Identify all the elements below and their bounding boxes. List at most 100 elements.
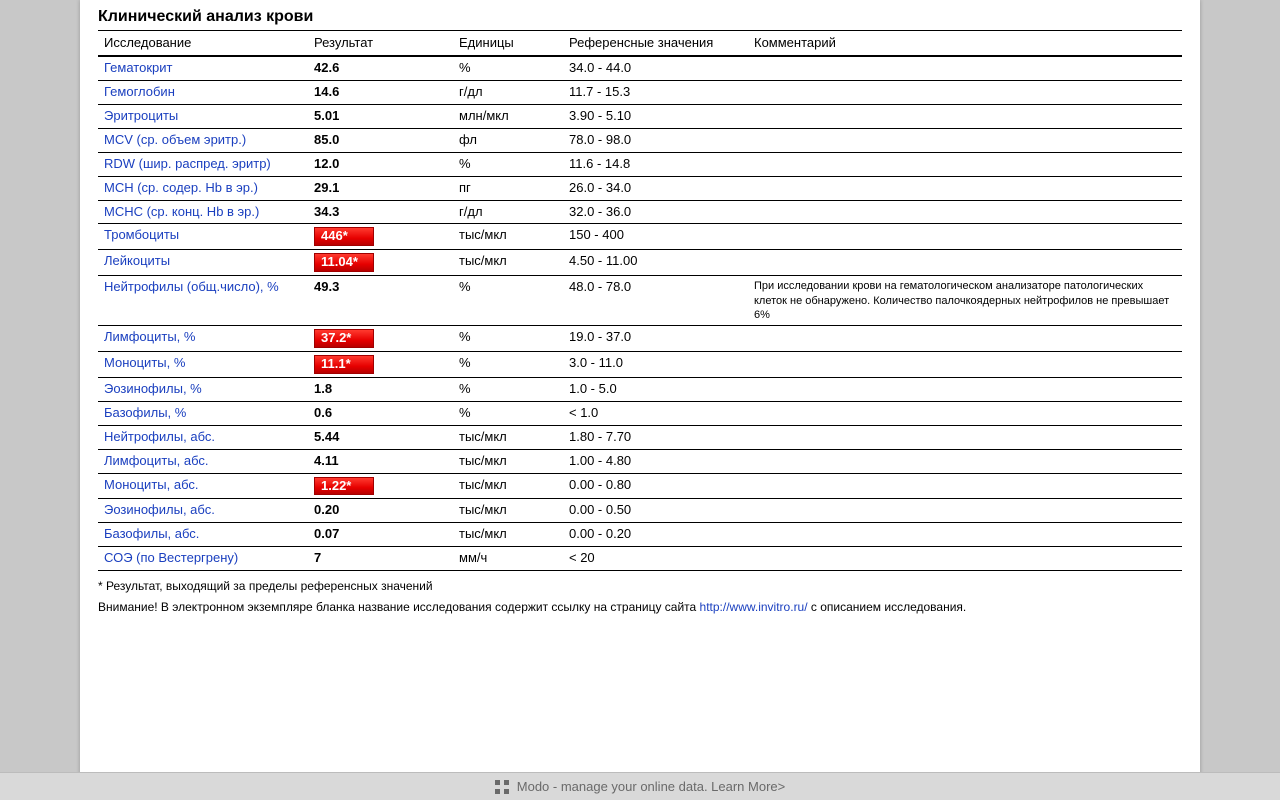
table-row: Моноциты, % 11.1*%3.0 - 11.0 <box>98 352 1182 378</box>
test-link[interactable]: СОЭ (по Вестергрену) <box>104 550 238 565</box>
result-cell: 5.44 <box>308 425 453 449</box>
result-flag: 11.1* <box>314 355 374 374</box>
table-row: Нейтрофилы (общ.число), %49.3%48.0 - 78.… <box>98 276 1182 326</box>
test-link[interactable]: Эозинофилы, абс. <box>104 502 215 517</box>
comment-cell <box>748 352 1182 378</box>
test-link[interactable]: Нейтрофилы, абс. <box>104 429 215 444</box>
result-cell: 11.1* <box>308 352 453 378</box>
test-link[interactable]: Тромбоциты <box>104 227 179 242</box>
reference-cell: 3.0 - 11.0 <box>563 352 748 378</box>
lab-table: Исследование Результат Единицы Референсн… <box>98 30 1182 571</box>
result-cell: 34.3 <box>308 200 453 224</box>
test-link[interactable]: Эритроциты <box>104 108 178 123</box>
bottom-bar-text[interactable]: Modo - manage your online data. Learn Mo… <box>517 779 785 794</box>
comment-cell <box>748 401 1182 425</box>
report-title: Клинический анализ крови <box>98 8 1182 26</box>
units-cell: % <box>453 276 563 326</box>
notice-prefix: Внимание! В электронном экземпляре бланк… <box>98 600 700 614</box>
units-cell: г/дл <box>453 200 563 224</box>
table-row: MCH (ср. содер. Hb в эр.)29.1пг26.0 - 34… <box>98 176 1182 200</box>
comment-cell <box>748 105 1182 129</box>
reference-cell: 11.6 - 14.8 <box>563 152 748 176</box>
comment-cell <box>748 547 1182 571</box>
test-link[interactable]: Моноциты, абс. <box>104 477 199 492</box>
test-name-cell: Лимфоциты, абс. <box>98 449 308 473</box>
test-link[interactable]: Гемоглобин <box>104 84 175 99</box>
comment-cell <box>748 473 1182 499</box>
units-cell: млн/мкл <box>453 105 563 129</box>
comment-cell: При исследовании крови на гематологическ… <box>748 276 1182 326</box>
reference-cell: < 1.0 <box>563 401 748 425</box>
reference-cell: 1.0 - 5.0 <box>563 377 748 401</box>
result-cell: 0.20 <box>308 499 453 523</box>
qr-icon <box>495 780 509 794</box>
units-cell: тыс/мкл <box>453 449 563 473</box>
page-wrap: Клинический анализ крови Исследование Ре… <box>0 0 1280 800</box>
units-cell: % <box>453 352 563 378</box>
comment-cell <box>748 200 1182 224</box>
result-flag: 37.2* <box>314 329 374 348</box>
comment-cell <box>748 523 1182 547</box>
units-cell: тыс/мкл <box>453 473 563 499</box>
test-link[interactable]: Моноциты, % <box>104 355 185 370</box>
test-name-cell: Гемоглобин <box>98 81 308 105</box>
comment-cell <box>748 81 1182 105</box>
result-cell: 14.6 <box>308 81 453 105</box>
units-cell: тыс/мкл <box>453 425 563 449</box>
test-link[interactable]: Базофилы, абс. <box>104 526 199 541</box>
test-link[interactable]: MCHC (ср. конц. Hb в эр.) <box>104 204 259 219</box>
table-row: RDW (шир. распред. эритр)12.0%11.6 - 14.… <box>98 152 1182 176</box>
comment-cell <box>748 56 1182 80</box>
reference-cell: 78.0 - 98.0 <box>563 128 748 152</box>
reference-cell: < 20 <box>563 547 748 571</box>
table-row: MCHC (ср. конц. Hb в эр.) 34.3г/дл32.0 - … <box>98 200 1182 224</box>
result-cell: 11.04* <box>308 250 453 276</box>
test-link[interactable]: Лимфоциты, % <box>104 329 195 344</box>
table-row: Базофилы, абс.0.07тыс/мкл0.00 - 0.20 <box>98 523 1182 547</box>
table-row: MCV (ср. объем эритр.)85.0фл78.0 - 98.0 <box>98 128 1182 152</box>
comment-cell <box>748 176 1182 200</box>
table-row: Лимфоциты, абс.4.11тыс/мкл1.00 - 4.80 <box>98 449 1182 473</box>
table-header-row: Исследование Результат Единицы Референсн… <box>98 31 1182 57</box>
test-link[interactable]: Лимфоциты, абс. <box>104 453 209 468</box>
comment-cell <box>748 449 1182 473</box>
table-row: Эозинофилы, %1.8%1.0 - 5.0 <box>98 377 1182 401</box>
test-link[interactable]: Нейтрофилы (общ.число), % <box>104 279 279 294</box>
comment-cell <box>748 250 1182 276</box>
notice-link[interactable]: http://www.invitro.ru/ <box>700 600 808 614</box>
reference-cell: 32.0 - 36.0 <box>563 200 748 224</box>
test-name-cell: MCV (ср. объем эритр.) <box>98 128 308 152</box>
comment-cell <box>748 326 1182 352</box>
test-link[interactable]: MCH (ср. содер. Hb в эр.) <box>104 180 258 195</box>
test-link[interactable]: Гематокрит <box>104 60 172 75</box>
test-link[interactable]: Базофилы, % <box>104 405 186 420</box>
table-row: Эозинофилы, абс.0.20тыс/мкл0.00 - 0.50 <box>98 499 1182 523</box>
reference-cell: 11.7 - 15.3 <box>563 81 748 105</box>
result-cell: 7 <box>308 547 453 571</box>
test-link[interactable]: RDW (шир. распред. эритр) <box>104 156 271 171</box>
test-link[interactable]: MCV (ср. объем эритр.) <box>104 132 246 147</box>
col-header-units: Единицы <box>453 31 563 57</box>
result-flag: 1.22* <box>314 477 374 496</box>
units-cell: тыс/мкл <box>453 250 563 276</box>
test-name-cell: Эозинофилы, абс. <box>98 499 308 523</box>
comment-cell <box>748 425 1182 449</box>
col-header-result: Результат <box>308 31 453 57</box>
test-name-cell: Эритроциты <box>98 105 308 129</box>
table-row: Тромбоциты446*тыс/мкл150 - 400 <box>98 224 1182 250</box>
units-cell: % <box>453 56 563 80</box>
result-cell: 0.6 <box>308 401 453 425</box>
col-header-test: Исследование <box>98 31 308 57</box>
test-name-cell: RDW (шир. распред. эритр) <box>98 152 308 176</box>
test-name-cell: Нейтрофилы, абс. <box>98 425 308 449</box>
result-cell: 0.07 <box>308 523 453 547</box>
test-name-cell: СОЭ (по Вестергрену) <box>98 547 308 571</box>
test-link[interactable]: Лейкоциты <box>104 253 170 268</box>
test-name-cell: Тромбоциты <box>98 224 308 250</box>
test-link[interactable]: Эозинофилы, % <box>104 381 202 396</box>
units-cell: тыс/мкл <box>453 523 563 547</box>
test-name-cell: Базофилы, абс. <box>98 523 308 547</box>
report-sheet: Клинический анализ крови Исследование Ре… <box>80 0 1200 800</box>
reference-cell: 150 - 400 <box>563 224 748 250</box>
col-header-comment: Комментарий <box>748 31 1182 57</box>
